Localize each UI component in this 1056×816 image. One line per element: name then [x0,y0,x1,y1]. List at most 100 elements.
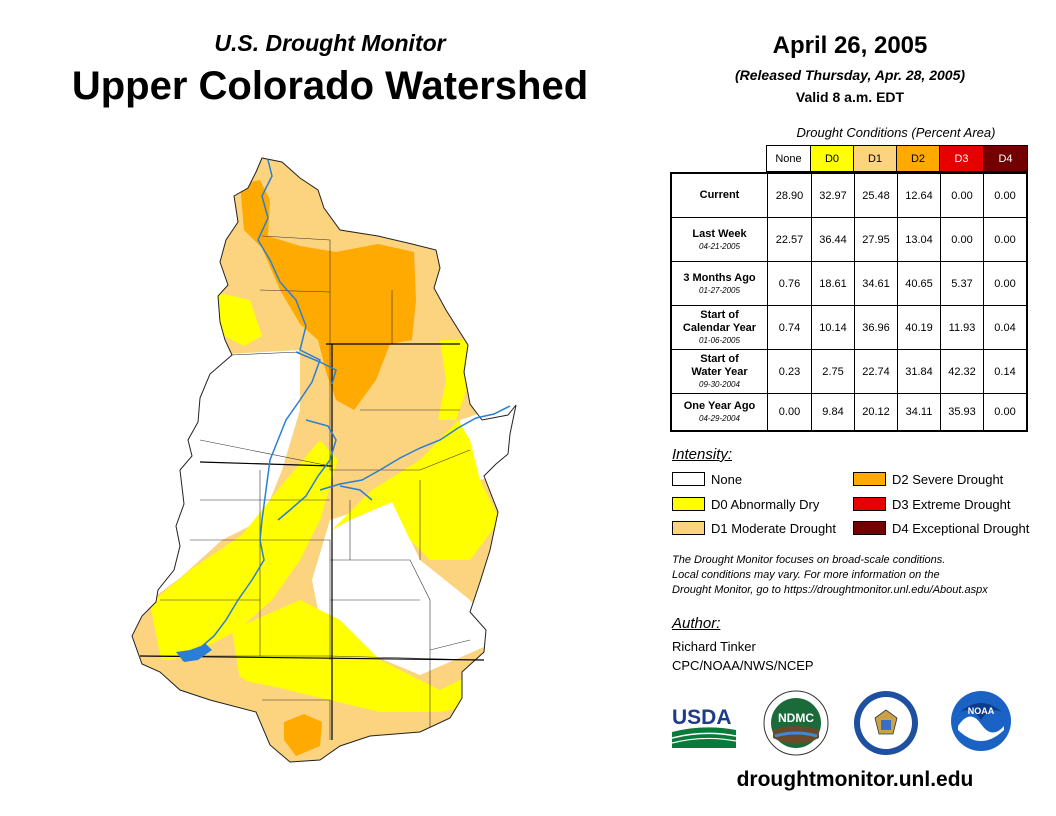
map-subtitle: U.S. Drought Monitor [214,30,446,56]
valid-date: April 26, 2005 [772,32,928,59]
usda-logo: USDA [671,702,737,748]
table-cell: 0.00 [994,189,1016,202]
table-cell: 0.04 [994,321,1016,334]
table-cell: 25.48 [855,174,898,217]
table-cell: 36.44 [812,218,855,261]
legend-item-d3: D3 Extreme Drought [853,496,1011,512]
table-cell: 34.11 [898,394,941,430]
lake-powell [176,644,212,662]
row-label: 3 Months Ago [683,271,756,284]
note-line: Drought Monitor, go to https://droughtmo… [672,584,988,596]
ndmc-logo: NDMC [763,690,829,756]
note-line: Local conditions may vary. For more info… [672,569,940,581]
legend-label: D1 Moderate Drought [711,520,837,536]
drought-map [125,150,545,780]
row-label: Last Week [692,227,747,240]
d2-area-south [284,714,322,756]
table-cell: 0.76 [768,262,812,305]
table-row: Current 28.90 32.97 25.48 12.64 0.00 0.0… [672,174,1026,217]
table-row: One Year Ago 04-29-2004 0.00 9.84 20.12 3… [672,394,1026,430]
table-cell: 22.57 [768,218,812,261]
legend-label: None [711,471,743,487]
table-row: 3 Months Ago 01-27-2005 0.76 18.61 34.61 … [672,262,1026,305]
legend-label: D2 Severe Drought [892,471,1004,487]
table-row: Start of Water Year 09-30-2004 0.23 2.75 … [672,350,1026,393]
row-date: 01-27-2005 [699,285,740,295]
row-date: 04-21-2005 [699,241,740,251]
legend-label: D3 Extreme Drought [892,496,1011,512]
legend-item-none: None [672,471,742,487]
row-label: Start of Calendar Year [682,309,757,334]
table-cell: 13.04 [898,218,941,261]
d2-area-north [240,180,416,410]
disclaimer-note: The Drought Monitor focuses on broad-sca… [672,553,1052,598]
map-title: Upper Colorado Watershed [71,64,589,108]
d0-area-west [150,440,338,664]
table-cell: 22.74 [855,350,898,393]
table-cell: 36.96 [855,306,898,349]
table-cell: 18.61 [812,262,855,305]
valid-time: Valid 8 a.m. EDT [795,89,905,105]
col-header-none: None [766,145,811,172]
table-cell: 9.84 [812,394,855,430]
col-header-d4: D4 [983,145,1028,172]
table-cell: 20.12 [855,394,898,430]
col-header-d0: D0 [810,145,854,172]
table-cell: 0.00 [941,174,984,217]
row-date: 09-30-2004 [699,380,740,389]
table-cell: 32.97 [812,174,855,217]
legend-item-d4: D4 Exceptional Drought [853,520,1029,536]
table-cell: 0.00 [994,233,1016,246]
row-label: Start of Water Year [691,353,748,378]
author-org: CPC/NOAA/NWS/NCEP [672,658,814,673]
table-caption: Drought Conditions (Percent Area) [796,125,996,140]
author-name: Richard Tinker [672,639,756,654]
table-cell: 40.65 [898,262,941,305]
legend-item-d1: D1 Moderate Drought [672,520,836,536]
table-cell: 35.93 [941,394,984,430]
noaa-logo: NOAA [950,690,1012,752]
table-cell: 11.93 [941,306,984,349]
row-label: Current [699,189,740,201]
table-cell: 42.32 [941,350,984,393]
row-label: One Year Ago [683,400,756,412]
drought-table: Current 28.90 32.97 25.48 12.64 0.00 0.0… [670,172,1028,432]
noaa-logo-text: NOAA [968,706,995,716]
release-date: (Released Thursday, Apr. 28, 2005) [734,67,966,83]
table-cell: 31.84 [898,350,941,393]
legend-item-d0: D0 Abnormally Dry [672,496,819,512]
table-cell: 0.00 [994,277,1016,290]
author-info: Richard Tinker CPC/NOAA/NWS/NCEP [672,637,814,675]
table-cell: 10.14 [812,306,855,349]
table-cell: 0.23 [768,350,812,393]
commerce-seal-logo [853,690,919,756]
table-cell: 34.61 [855,262,898,305]
drought-map-svg [131,157,517,763]
none-area-south [312,500,500,675]
table-cell: 0.00 [768,394,812,430]
table-row: Last Week 04-21-2005 22.57 36.44 27.95 13… [672,218,1026,261]
table-cell: 0.14 [994,365,1016,378]
col-header-d2: D2 [896,145,940,172]
note-line: The Drought Monitor focuses on broad-sca… [672,554,946,566]
legend-label: D0 Abnormally Dry [711,496,820,512]
legend-item-d2: D2 Severe Drought [853,471,1003,487]
d0-area-north [214,292,262,346]
table-cell: 28.90 [768,174,812,217]
col-header-d1: D1 [853,145,897,172]
table-cell: 27.95 [855,218,898,261]
table-cell: 40.19 [898,306,941,349]
table-cell: 0.74 [768,306,812,349]
col-header-d3: D3 [939,145,984,172]
rivers [181,159,511,661]
legend-label: D4 Exceptional Drought [892,520,1030,536]
d0-area-south [232,600,500,712]
table-cell: 0.00 [994,406,1016,418]
table-cell: 2.75 [812,350,855,393]
author-title: Author: [672,615,721,632]
usda-logo-text: USDA [672,706,732,729]
footer-url[interactable]: droughtmonitor.unl.edu [736,768,974,791]
ndmc-logo-text: NDMC [778,711,814,725]
table-cell: 5.37 [941,262,984,305]
table-cell: 0.00 [941,218,984,261]
